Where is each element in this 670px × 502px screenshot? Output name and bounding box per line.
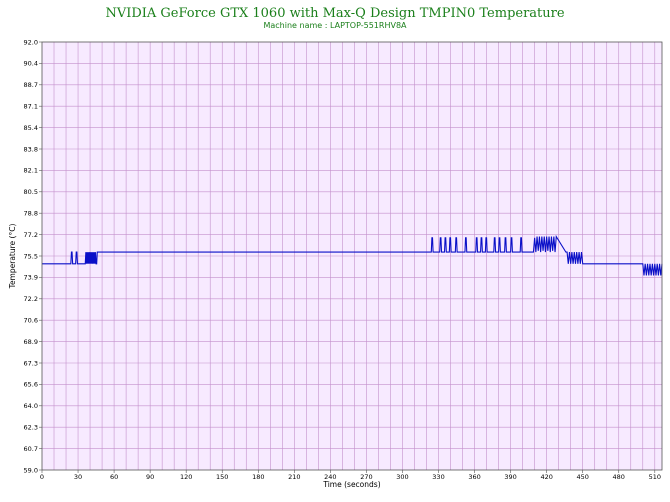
y-tick-label: 67.3 bbox=[24, 359, 38, 367]
x-tick-label: 240 bbox=[324, 473, 336, 481]
x-axis-label: Time (seconds) bbox=[322, 480, 380, 489]
plot-border bbox=[41, 41, 663, 471]
y-axis-ticks: 92.0 90.4 88.7 87.1 85.4 83.8 82.1 80.5 78.8 77.2… bbox=[24, 38, 42, 474]
y-tick-label: 62.3 bbox=[24, 424, 38, 432]
x-tick-label: 210 bbox=[288, 473, 300, 481]
y-tick-label: 88.7 bbox=[24, 81, 38, 89]
x-tick-label: 150 bbox=[216, 473, 228, 481]
y-tick-label: 85.4 bbox=[24, 124, 38, 132]
y-tick-label: 82.1 bbox=[24, 167, 38, 175]
chart-subtitle: Machine name : LAPTOP-551RHV8A bbox=[263, 21, 407, 30]
temperature-series-line bbox=[42, 234, 663, 276]
x-tick-label: 30 bbox=[74, 473, 82, 481]
x-tick-label: 60 bbox=[110, 473, 118, 481]
chart-title: NVIDIA GeForce GTX 1060 with Max-Q Desig… bbox=[105, 6, 565, 21]
y-tick-label: 72.2 bbox=[24, 295, 38, 303]
x-tick-label: 90 bbox=[146, 473, 154, 481]
y-tick-label: 83.8 bbox=[24, 145, 38, 153]
grid-lines bbox=[42, 42, 662, 470]
x-tick-label: 330 bbox=[432, 473, 444, 481]
x-tick-label: 180 bbox=[252, 473, 264, 481]
x-tick-label: 0 bbox=[40, 473, 44, 481]
x-tick-label: 450 bbox=[576, 473, 588, 481]
y-tick-label: 65.6 bbox=[24, 381, 38, 389]
y-tick-label: 70.6 bbox=[24, 317, 38, 325]
y-tick-label: 77.2 bbox=[24, 231, 38, 239]
y-tick-label: 68.9 bbox=[24, 338, 38, 346]
x-tick-label: 270 bbox=[360, 473, 372, 481]
x-tick-label: 300 bbox=[396, 473, 408, 481]
y-tick-label: 75.5 bbox=[24, 252, 38, 260]
y-tick-label: 80.5 bbox=[24, 188, 38, 196]
y-tick-label: 92.0 bbox=[24, 38, 38, 46]
y-tick-label: 87.1 bbox=[24, 103, 38, 111]
x-tick-label: 360 bbox=[468, 473, 480, 481]
x-tick-label: 120 bbox=[180, 473, 192, 481]
x-tick-label: 390 bbox=[504, 473, 516, 481]
y-tick-label: 78.8 bbox=[24, 210, 38, 218]
y-tick-label: 64.0 bbox=[24, 402, 38, 410]
y-axis-label: Temperature (°C) bbox=[8, 224, 17, 290]
x-tick-label: 510 bbox=[649, 473, 661, 481]
y-tick-label: 73.9 bbox=[24, 274, 38, 282]
y-tick-label: 90.4 bbox=[24, 60, 38, 68]
x-tick-label: 480 bbox=[613, 473, 625, 481]
y-tick-label: 60.7 bbox=[24, 445, 38, 453]
x-tick-label: 420 bbox=[540, 473, 552, 481]
x-axis-ticks: 0 30 60 90 120 150 180 210 240 270 300 330 360 390 420… bbox=[40, 470, 661, 481]
y-tick-label: 59.0 bbox=[24, 466, 38, 474]
